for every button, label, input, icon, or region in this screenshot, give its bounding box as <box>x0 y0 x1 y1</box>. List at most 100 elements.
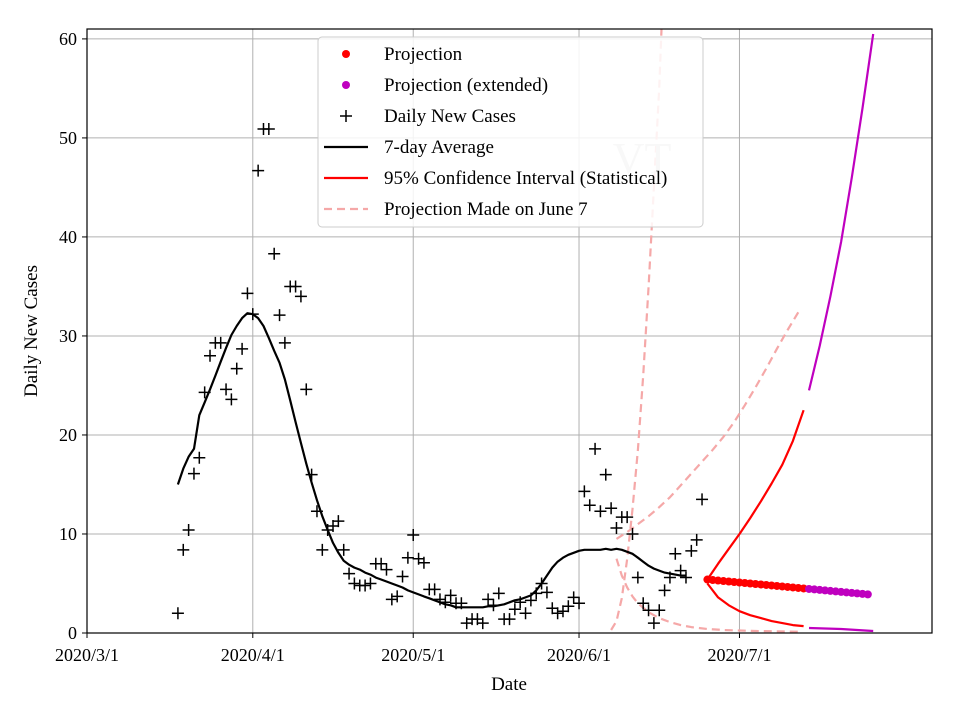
daily-case-marker <box>583 499 596 512</box>
x-tick-label: 2020/7/1 <box>707 645 771 665</box>
daily-case-marker <box>482 593 495 606</box>
series-projection-made-on-june-7-upper <box>615 311 800 540</box>
daily-case-marker <box>305 468 318 481</box>
daily-case-marker <box>300 383 313 396</box>
legend-dot-icon <box>342 81 350 89</box>
daily-case-marker <box>589 442 602 455</box>
daily-case-marker <box>519 607 532 620</box>
daily-case-marker <box>310 505 323 518</box>
daily-case-marker <box>530 587 543 600</box>
legend-entry: Projection (extended) <box>342 75 548 96</box>
series-projection-extended <box>804 584 872 599</box>
daily-case-marker <box>375 557 388 570</box>
y-tick-label: 10 <box>59 524 77 544</box>
daily-case-marker <box>262 123 275 136</box>
series-daily-new-cases <box>171 123 709 630</box>
daily-case-marker <box>455 597 468 610</box>
daily-case-marker <box>599 468 612 481</box>
daily-case-marker <box>540 586 553 599</box>
daily-case-marker <box>508 603 521 616</box>
legend-label: 95% Confidence Interval (Statistical) <box>384 168 667 189</box>
daily-case-marker <box>380 563 393 576</box>
daily-case-marker <box>626 527 639 540</box>
legend-entry: Projection <box>342 44 463 65</box>
daily-case-marker <box>230 362 243 375</box>
daily-case-marker <box>225 393 238 406</box>
daily-case-marker <box>177 543 190 556</box>
projection-made-on-june-7-extreme-line <box>610 29 663 631</box>
daily-case-marker <box>316 543 329 556</box>
daily-case-marker <box>573 597 586 610</box>
legend: Projection Projection (extended) Daily New… <box>317 36 704 228</box>
legend-label: Projection (extended) <box>384 75 548 96</box>
daily-case-marker <box>433 593 446 606</box>
daily-case-marker <box>674 564 687 577</box>
daily-case-marker <box>332 515 345 528</box>
projection-made-on-june-7-upper-line <box>615 311 800 540</box>
daily-case-marker <box>637 597 650 610</box>
daily-case-marker <box>487 599 500 612</box>
legend-entry: 95% Confidence Interval (Statistical) <box>324 168 667 189</box>
daily-case-marker <box>556 605 569 618</box>
daily-case-marker <box>679 571 692 584</box>
daily-case-marker <box>278 336 291 349</box>
axis-ticks: 2020/3/1 2020/4/1 2020/5/1 2020/6/1 2020/7/1… <box>55 29 771 665</box>
y-tick-label: 20 <box>59 425 77 445</box>
series-projection <box>703 575 808 593</box>
daily-case-marker <box>246 308 259 321</box>
projection-extended-point <box>863 590 872 599</box>
daily-case-marker <box>220 383 233 396</box>
legend-entry: Projection Made on June 7 <box>324 199 588 220</box>
daily-case-marker <box>343 567 356 580</box>
daily-case-marker <box>359 579 372 592</box>
daily-case-marker <box>605 502 618 515</box>
y-tick-label: 40 <box>59 227 77 247</box>
series-95-ci-lower-extended <box>808 626 874 633</box>
daily-case-marker <box>696 493 709 506</box>
y-tick-label: 50 <box>59 128 77 148</box>
daily-case-marker <box>444 589 457 602</box>
y-tick-label: 0 <box>68 623 77 643</box>
daily-case-marker <box>663 571 676 584</box>
series-7-day-average <box>176 312 686 609</box>
series-95-ci-lower <box>706 582 804 628</box>
daily-case-marker <box>524 594 537 607</box>
daily-case-marker <box>621 511 634 524</box>
daily-case-marker <box>551 607 564 620</box>
legend-entry: 7-day Average <box>324 137 494 158</box>
daily-case-marker <box>685 544 698 557</box>
plot-frame <box>86 28 933 634</box>
daily-case-marker <box>187 467 200 480</box>
daily-case-marker <box>198 386 211 399</box>
95-ci-upper-line <box>706 409 805 581</box>
daily-case-marker <box>535 577 548 590</box>
daily-case-marker <box>690 533 703 546</box>
legend-entry: Daily New Cases <box>340 106 516 127</box>
daily-case-marker <box>428 583 441 596</box>
daily-case-marker <box>268 247 281 260</box>
daily-case-marker <box>327 520 340 533</box>
daily-case-marker <box>610 522 623 535</box>
7-day-average-line <box>176 312 686 609</box>
daily-case-marker <box>407 528 420 541</box>
daily-case-marker <box>647 617 660 630</box>
daily-case-marker <box>669 547 682 560</box>
legend-plus-icon <box>340 110 352 122</box>
legend-label: Projection <box>384 44 463 65</box>
projection-made-on-june-7-lower-line <box>615 558 799 633</box>
daily-case-marker <box>396 570 409 583</box>
daily-case-marker <box>594 505 607 518</box>
series-95-ci-upper-extended <box>807 33 875 391</box>
daily-case-marker <box>653 604 666 617</box>
daily-case-marker <box>631 571 644 584</box>
daily-case-marker <box>546 602 559 615</box>
95-ci-lower-line <box>706 582 804 628</box>
daily-case-marker <box>391 590 404 603</box>
daily-case-marker <box>417 556 430 569</box>
daily-case-marker <box>658 584 671 597</box>
daily-case-marker <box>492 587 505 600</box>
95-ci-upper-extended-line <box>807 33 875 391</box>
daily-case-marker <box>567 591 580 604</box>
series-layer <box>171 29 875 633</box>
